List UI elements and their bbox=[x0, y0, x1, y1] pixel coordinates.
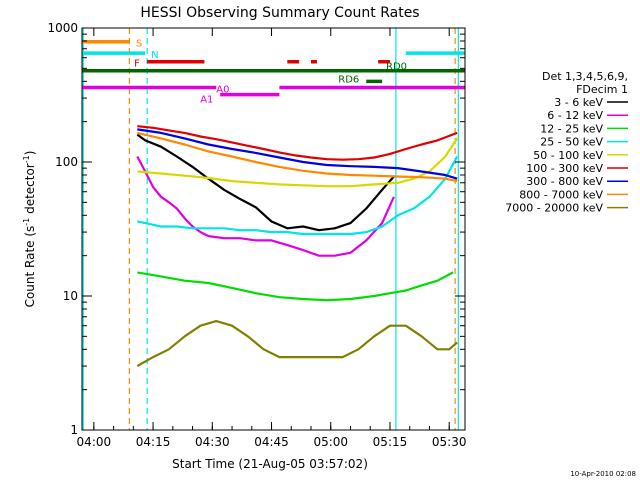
x-tick-label-0: 04:00 bbox=[77, 435, 112, 449]
y-axis-ticks: 1 10 100 1000 bbox=[47, 21, 465, 437]
flag-bars bbox=[82, 39, 465, 97]
flag-label-f: F bbox=[134, 59, 140, 70]
y-tick-label-1: 10 bbox=[63, 289, 78, 303]
legend-label-4: 50 - 100 keV bbox=[533, 149, 603, 162]
legend-label-8: 7000 - 20000 keV bbox=[505, 202, 603, 215]
series-line-7 bbox=[137, 131, 458, 183]
legend-label-7: 800 - 7000 keV bbox=[519, 188, 603, 201]
y-axis-label-suffix: ) bbox=[23, 151, 37, 156]
series-line-6 bbox=[137, 128, 458, 180]
y-axis-label-prefix: Count Rate (s bbox=[23, 226, 37, 308]
legend-header-2: FDecim 1 bbox=[576, 83, 628, 96]
y-tick-label-0: 1 bbox=[70, 423, 78, 437]
footer-timestamp: 10-Apr-2010 02:08 bbox=[570, 470, 636, 478]
x-tick-label-1: 04:15 bbox=[136, 435, 171, 449]
legend-label-2: 12 - 25 keV bbox=[540, 122, 603, 135]
series-line-0 bbox=[136, 133, 395, 232]
series-lines bbox=[136, 125, 459, 368]
plot-frame bbox=[81, 27, 466, 431]
flag-label-s: S bbox=[136, 39, 142, 50]
x-axis-ticks: 04:00 04:15 04:30 04:45 05:00 05:15 05:30 bbox=[77, 28, 467, 449]
series-line-1 bbox=[136, 155, 395, 257]
y-tick-label-2: 100 bbox=[55, 155, 78, 169]
series-line-2 bbox=[137, 271, 454, 302]
flag-label-a1: A1 bbox=[200, 95, 213, 106]
legend-label-0: 3 - 6 keV bbox=[554, 96, 603, 109]
y-axis-label-sup: -1 bbox=[22, 218, 31, 226]
series-line-4 bbox=[137, 137, 459, 188]
x-tick-label-5: 05:15 bbox=[373, 435, 408, 449]
legend-header-1: Det 1,3,4,5,6,9, bbox=[542, 70, 628, 83]
x-tick-label-2: 04:30 bbox=[195, 435, 230, 449]
series-line-8 bbox=[136, 320, 458, 368]
chart-title: HESSI Observing Summary Count Rates bbox=[140, 5, 419, 21]
series-line-5 bbox=[137, 125, 458, 161]
legend-label-3: 25 - 50 keV bbox=[540, 136, 603, 149]
x-tick-label-4: 05:00 bbox=[313, 435, 348, 449]
y-axis-label-mid: detector bbox=[23, 163, 37, 218]
flag-label-rd6: RD6 bbox=[338, 74, 359, 85]
y-tick-label-3: 1000 bbox=[47, 21, 78, 35]
y-axis-label-sup2: -1 bbox=[22, 155, 31, 163]
y-axis-label: Count Rate (s-1 detector-1) bbox=[22, 151, 37, 308]
series-line-3 bbox=[137, 155, 459, 236]
flag-label-rd0: RD0 bbox=[386, 62, 407, 73]
flag-label-a0: A0 bbox=[216, 84, 229, 95]
event-vertical-lines bbox=[82, 28, 459, 430]
x-axis-label: Start Time (21-Aug-05 03:57:02) bbox=[172, 457, 368, 471]
legend-label-5: 100 - 300 keV bbox=[526, 162, 603, 175]
legend-label-6: 300 - 800 keV bbox=[526, 175, 603, 188]
plot-area bbox=[82, 28, 465, 430]
flag-label-n: N bbox=[151, 50, 158, 61]
x-tick-label-6: 05:30 bbox=[432, 435, 467, 449]
legend-label-1: 6 - 12 keV bbox=[547, 109, 603, 122]
x-tick-label-3: 04:45 bbox=[254, 435, 289, 449]
